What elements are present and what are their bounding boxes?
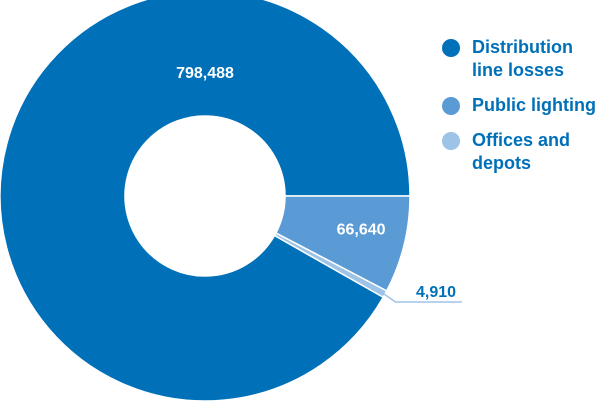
slice-offices-and-depots	[273, 232, 388, 299]
slice-label-distribution-line-losses: 798,488	[176, 65, 234, 82]
slice-label-offices-and-depots: 4,910	[416, 284, 456, 301]
legend-label-public-lighting: Public lighting	[472, 95, 596, 115]
legend-item-public-lighting: Public lighting	[440, 94, 600, 117]
leader-line-offices-and-depots	[381, 291, 462, 303]
legend-item-offices-and-depots: Offices and depots	[440, 129, 600, 175]
legend-swatch-distribution-line-losses	[442, 39, 460, 57]
slice-label-public-lighting: 66,640	[337, 221, 386, 238]
legend-swatch-offices-and-depots	[442, 132, 460, 150]
legend-label-distribution-line-losses: Distribution line losses	[472, 37, 573, 80]
slice-distribution-line-losses	[0, 0, 411, 402]
legend-swatch-public-lighting	[442, 97, 460, 115]
legend-item-distribution-line-losses: Distribution line losses	[440, 36, 600, 82]
chart-legend: Distribution line losses Public lighting…	[440, 36, 600, 187]
legend-label-offices-and-depots: Offices and depots	[472, 130, 571, 173]
